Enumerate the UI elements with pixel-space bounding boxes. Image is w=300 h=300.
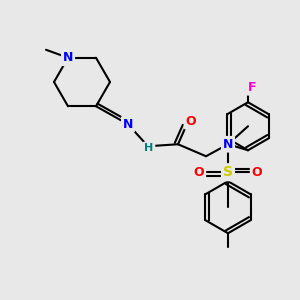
Text: H: H <box>144 143 154 153</box>
Text: N: N <box>223 138 233 151</box>
Text: N: N <box>123 118 133 131</box>
Text: O: O <box>252 166 262 179</box>
Text: S: S <box>223 165 233 179</box>
Text: N: N <box>63 51 73 64</box>
Text: O: O <box>194 166 204 179</box>
Text: F: F <box>248 81 256 94</box>
Text: O: O <box>186 115 196 128</box>
